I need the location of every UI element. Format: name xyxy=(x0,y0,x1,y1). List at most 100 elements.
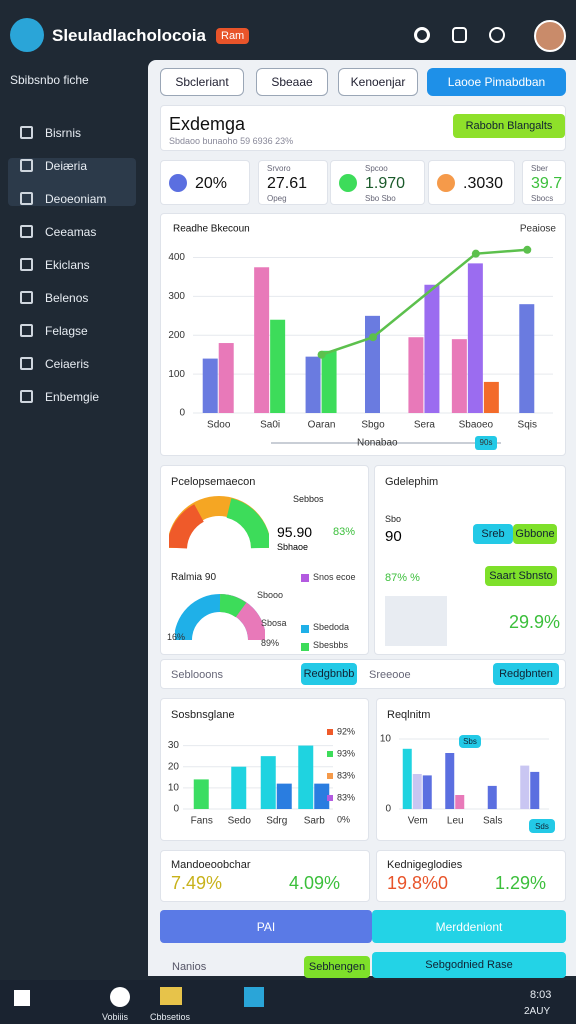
bar xyxy=(202,358,218,413)
menu-item[interactable]: Felagse xyxy=(45,324,88,338)
kpi-value: 1.970 xyxy=(365,175,406,192)
y-tick-label: 20 xyxy=(168,761,180,772)
gauge-value: 95.90 xyxy=(277,524,313,540)
menu-icon[interactable] xyxy=(20,192,33,205)
kpi-card: 20% xyxy=(160,160,250,205)
summary-subtitle: Sbdaoo bunaoho 59 6936 23% xyxy=(169,136,294,146)
kpi-icon xyxy=(169,174,187,192)
menu-item[interactable]: Enbemgie xyxy=(45,390,100,404)
legend-label: Peaiose xyxy=(520,224,557,235)
x-axis-label: Nonabao xyxy=(357,438,398,449)
menu-item[interactable]: Belenos xyxy=(45,291,89,305)
menu-item[interactable]: Deiæria xyxy=(45,159,88,173)
badge: Ram xyxy=(216,28,250,44)
y-tick-label: 30 xyxy=(168,740,180,751)
panel-thumbnail xyxy=(385,596,447,646)
notification-icon[interactable] xyxy=(489,27,505,43)
panel-chip-2[interactable]: Gbbone xyxy=(513,524,557,544)
menu-icon[interactable] xyxy=(20,258,33,271)
menu-icon[interactable] xyxy=(20,390,33,403)
gauge-caption: Sbhaoe xyxy=(277,542,309,552)
strip: Seblooons Redgbnbb Sreeooe Redgbnten xyxy=(160,659,566,689)
menu-icon[interactable] xyxy=(20,159,33,172)
legend-label: 0% xyxy=(337,814,350,824)
panel-percent: 29.9% xyxy=(509,612,561,632)
tab[interactable]: Kenoenjar xyxy=(338,68,418,96)
x-tick-label: Leu xyxy=(447,816,464,827)
legend-label: 92% xyxy=(337,726,355,736)
bar xyxy=(483,381,499,413)
start-icon[interactable] xyxy=(14,990,30,1006)
stat-value: 1.29% xyxy=(495,873,547,893)
menu-icon[interactable] xyxy=(20,126,33,139)
panel-title: Gdelephim xyxy=(385,476,439,488)
legend-label: 83% xyxy=(337,792,355,802)
menu-icon[interactable] xyxy=(20,291,33,304)
bar xyxy=(276,783,292,809)
kpi-value: 39.7 xyxy=(531,175,563,192)
menu-item[interactable]: Ceiaeris xyxy=(45,357,90,371)
kpi-card: Spcoo 1.970 Sbo Sbo xyxy=(330,160,425,205)
chart-card: Readhe Bkecoun Peaiose 0 100 200 300 400 Sdoo Sa… xyxy=(160,213,566,456)
menu-item[interactable]: Ekiclans xyxy=(45,258,90,272)
legend-label: 83% xyxy=(337,770,355,780)
legend-swatch xyxy=(327,751,333,757)
avatar[interactable] xyxy=(534,20,566,52)
menu-item[interactable]: Deoeoniam xyxy=(45,192,107,206)
menu-item[interactable]: Bisrnis xyxy=(45,126,82,140)
bar xyxy=(412,774,422,809)
bar xyxy=(314,783,330,809)
footer-button-2[interactable]: Sebgodnied Rase xyxy=(372,952,566,978)
strip-right-button[interactable]: Redgbnten xyxy=(493,663,559,685)
menu-icon[interactable] xyxy=(20,324,33,337)
mini-card-2: Reqlnitm 0 10 Vem Leu Sals Sbs Sds xyxy=(376,698,566,841)
gauge-label: 16% xyxy=(167,632,186,642)
panel-chip[interactable]: Sreb xyxy=(473,524,513,544)
taskbar-icon[interactable] xyxy=(110,987,130,1007)
bar xyxy=(467,263,483,413)
app-logo[interactable] xyxy=(10,18,44,52)
strip-left: Seblooons xyxy=(171,669,223,681)
settings-icon[interactable] xyxy=(414,27,430,43)
kpi-label: Spcoo xyxy=(365,164,388,173)
x-tick-label: Sdoo xyxy=(207,420,231,431)
bar xyxy=(422,775,432,809)
taskbar-icon[interactable] xyxy=(160,987,182,1005)
bar xyxy=(530,771,540,809)
gauge-2 xyxy=(175,594,265,641)
summary-button[interactable]: Rabobn Blangalts xyxy=(453,114,565,138)
tab[interactable]: Sbeaae xyxy=(256,68,328,96)
action-left[interactable]: PAI xyxy=(160,910,372,943)
x-tick-label: Sa0i xyxy=(260,420,280,431)
home-icon[interactable] xyxy=(452,27,467,43)
footer-button[interactable]: Sebhengen xyxy=(304,956,370,978)
legend-swatch xyxy=(301,625,309,633)
tab[interactable]: Laooe Pimabdban xyxy=(427,68,566,96)
bar xyxy=(519,304,535,413)
tab[interactable]: Sbcleriant xyxy=(160,68,244,96)
y-tick-label: 100 xyxy=(168,369,185,380)
bar xyxy=(193,779,209,809)
strip-left-button[interactable]: Redgbnbb xyxy=(301,663,357,685)
mini-chart: 0 10 Vem Leu Sals xyxy=(380,734,549,827)
menu-item[interactable]: Ceeamas xyxy=(45,225,97,239)
bar xyxy=(487,785,497,809)
line-point xyxy=(369,333,377,342)
panel-label: Sbo xyxy=(385,514,402,524)
bar xyxy=(254,267,270,413)
taskbar-icon[interactable] xyxy=(244,987,264,1007)
summary-title: Exdemga xyxy=(169,114,246,134)
panel-button[interactable]: Saart Sbnsto xyxy=(485,566,557,586)
mini-card-1: Sosbnsglane 0102030FansSedoSdrgSarbSbis9… xyxy=(160,698,369,841)
x-tick-label: Sals xyxy=(483,816,502,827)
menu-icon[interactable] xyxy=(20,357,33,370)
line xyxy=(321,248,528,356)
kpi-card: Srvoro 27.61 Opeg xyxy=(258,160,328,205)
kpi-sub: Opeg xyxy=(267,194,287,203)
gauge-label: 89% xyxy=(261,638,280,648)
bar xyxy=(298,745,314,809)
y-tick-label: 300 xyxy=(168,291,185,302)
menu-icon[interactable] xyxy=(20,225,33,238)
action-right[interactable]: Merddeniont xyxy=(372,910,566,943)
